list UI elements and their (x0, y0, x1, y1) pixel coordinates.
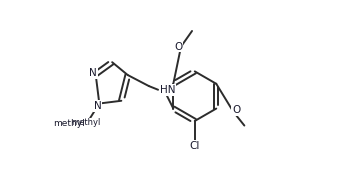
Text: O: O (174, 42, 182, 52)
Text: N: N (89, 68, 97, 78)
Text: Cl: Cl (190, 141, 200, 151)
Text: N: N (94, 101, 101, 111)
Text: methyl: methyl (53, 119, 85, 128)
Text: methyl: methyl (71, 118, 100, 127)
Text: HN: HN (160, 85, 175, 95)
Text: O: O (232, 105, 240, 115)
